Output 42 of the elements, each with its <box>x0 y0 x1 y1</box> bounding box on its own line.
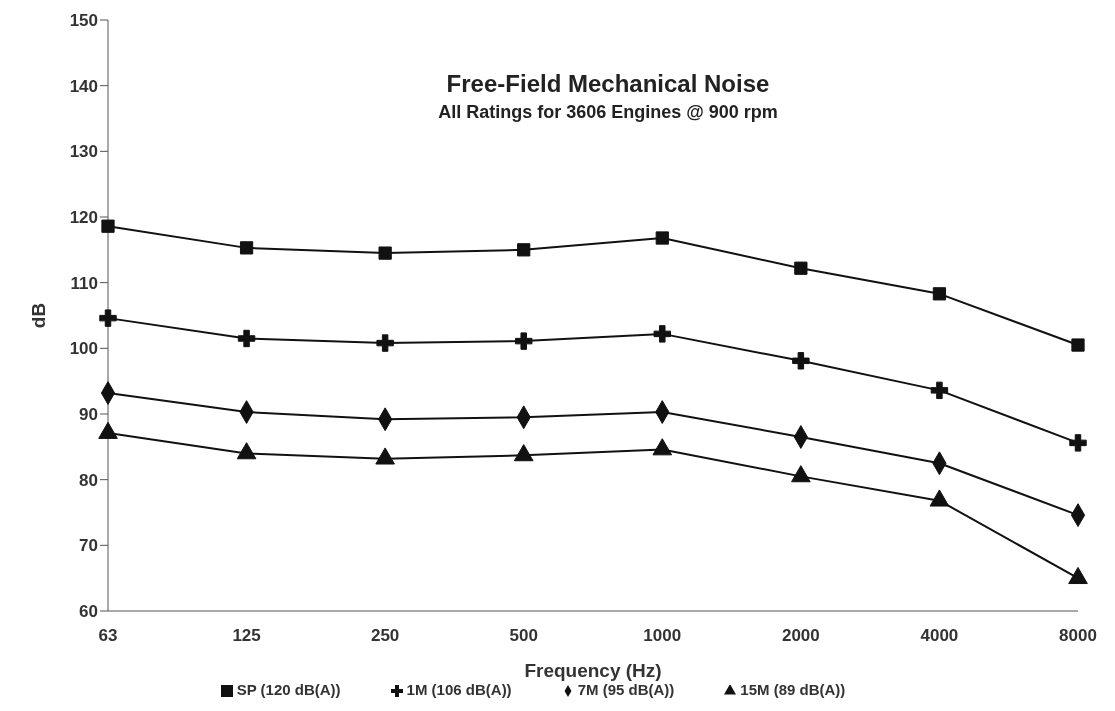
point <box>101 219 115 233</box>
point <box>655 231 669 245</box>
x-tick-label: 250 <box>370 626 400 646</box>
y-tick-label: 110 <box>70 273 98 293</box>
x-tick-label: 2000 <box>781 626 820 646</box>
y-tick-label: 100 <box>69 339 98 359</box>
legend-label: 15M (89 dB(A)) <box>740 681 846 698</box>
point <box>792 352 810 370</box>
point <box>376 334 394 352</box>
x-tick-label: 63 <box>98 626 118 646</box>
point <box>932 287 947 301</box>
y-tick-label: 140 <box>69 76 98 96</box>
point <box>99 309 117 327</box>
x-axis-title: Frequency (Hz) <box>524 660 662 681</box>
y-tick-label: 70 <box>79 536 98 556</box>
x-tick-label: 125 <box>232 626 261 646</box>
point <box>1071 338 1085 352</box>
point <box>237 329 256 348</box>
point <box>517 243 531 257</box>
y-tick-label: 150 <box>69 11 98 31</box>
point <box>515 332 533 350</box>
legend-label: 7M (95 dB(A)) <box>577 681 675 698</box>
x-tick-label: 8000 <box>1059 626 1097 646</box>
y-tick-label: 120 <box>69 208 98 228</box>
y-tick-label: 60 <box>79 602 98 622</box>
y-axis-title: dB <box>27 302 49 329</box>
text: All Ratings for 3606 Engines @ 900 rpm <box>437 102 779 123</box>
point <box>653 325 671 343</box>
text: Free-Field Mechanical Noise <box>445 70 771 98</box>
y-tick-label: 130 <box>69 142 98 162</box>
point <box>1069 434 1087 452</box>
x-tick-label: 4000 <box>920 626 959 646</box>
y-tick-label: 80 <box>79 470 98 490</box>
x-tick-label: 1000 <box>643 626 682 646</box>
point <box>794 261 808 275</box>
point <box>378 246 392 260</box>
x-tick-label: 500 <box>509 626 538 646</box>
y-tick-label: 90 <box>79 405 98 425</box>
point <box>239 241 254 255</box>
legend-label: SP (120 dB(A)) <box>236 681 341 698</box>
point <box>930 381 949 400</box>
legend-label: 1M (106 dB(A)) <box>406 681 512 698</box>
